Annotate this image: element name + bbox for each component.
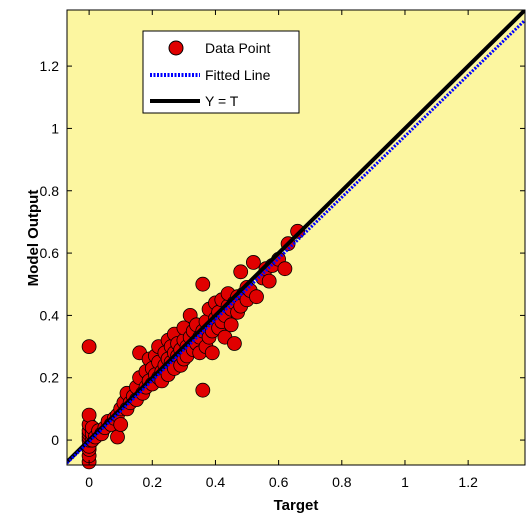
data-point [261, 273, 277, 289]
y-tick-label: 0.2 [40, 370, 60, 386]
legend-label-y-equals-t: Y = T [205, 93, 239, 109]
legend: Data Point Fitted Line Y = T [142, 30, 300, 114]
plot-frame [66, 9, 526, 466]
legend-label-fitted-line: Fitted Line [205, 67, 271, 83]
legend-marker-data-point [168, 40, 184, 56]
y-tick-label: 0.8 [40, 183, 60, 199]
x-tick-label: 0.6 [269, 474, 289, 490]
x-tick-label: 0 [85, 474, 93, 490]
data-point [249, 289, 264, 305]
x-tick-label: 1 [401, 474, 409, 490]
data-point [204, 345, 220, 361]
y-tick-label: 1 [51, 120, 59, 136]
fitted-line [67, 19, 525, 465]
data-point [223, 317, 239, 333]
data-point [245, 254, 261, 270]
y-axis-title: Model Output [25, 190, 42, 287]
data-point [110, 429, 125, 445]
data-point [226, 336, 242, 351]
y-equals-t-line [67, 10, 525, 464]
y-tick-label: 0.6 [40, 245, 60, 261]
x-tick-label: 0.8 [332, 474, 352, 490]
data-point [277, 261, 293, 277]
data-point [195, 382, 211, 398]
x-axis-ticks: 0 0.2 0.4 0.6 0.8 1 1.2 [85, 10, 478, 490]
x-tick-label: 0.4 [206, 474, 226, 490]
data-point [81, 407, 97, 423]
data-point [81, 339, 97, 355]
x-tick-label: 1.2 [458, 474, 478, 490]
data-point [195, 276, 211, 292]
legend-label-data-point: Data Point [205, 40, 270, 56]
y-tick-label: 0 [51, 432, 59, 448]
y-tick-label: 1.2 [40, 58, 60, 74]
data-point [233, 264, 249, 280]
x-tick-label: 0.2 [143, 474, 163, 490]
y-axis-ticks: 0 0.2 0.4 0.6 0.8 1 1.2 [40, 58, 525, 448]
x-axis-title: Target [274, 497, 319, 514]
y-tick-label: 0.4 [40, 307, 60, 323]
data-point [113, 417, 129, 432]
